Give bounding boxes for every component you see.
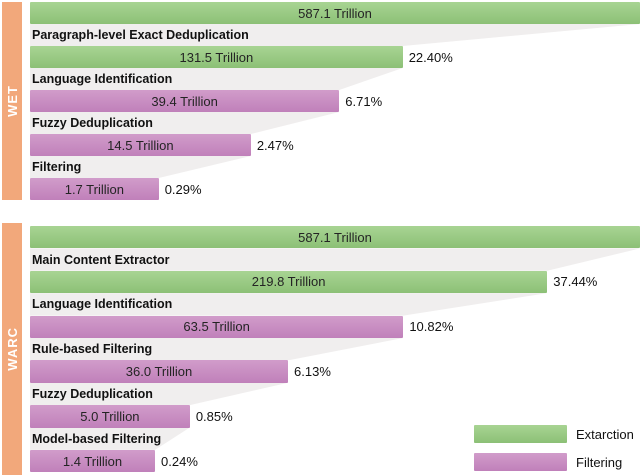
legend: Extarction Filtering xyxy=(474,425,634,471)
funnel-bar: 36.0 Trillion xyxy=(30,360,289,383)
step-label: Model-based Filtering xyxy=(32,431,162,446)
bar-value: 63.5 Trillion xyxy=(183,319,250,335)
funnel-bar: 39.4 Trillion xyxy=(30,90,340,112)
funnel-taper-shape xyxy=(30,68,403,90)
bar-value: 36.0 Trillion xyxy=(125,364,193,380)
bar-row: 587.1 Trillion xyxy=(30,226,640,249)
funnel-bar: 5.0 Trillion xyxy=(30,405,190,428)
step-label: Fuzzy Deduplication xyxy=(32,386,153,401)
funnel-gap-row: Filtering xyxy=(30,156,640,178)
bar-percent: 22.40% xyxy=(408,49,453,65)
funnel-gap-row: Language Identification xyxy=(30,68,640,90)
funnel-taper-shape xyxy=(30,293,548,316)
funnel-bar: 219.8 Trillion xyxy=(30,270,548,294)
legend-label: Extarction xyxy=(576,426,634,442)
bar-value: 14.5 Trillion xyxy=(107,137,174,153)
bar-row: 36.0 Trillion 6.13% xyxy=(30,360,640,383)
bar-percent: 37.44% xyxy=(553,274,598,290)
warc-sidebar: WARC xyxy=(2,223,22,475)
filtering-color-swatch xyxy=(474,453,567,471)
wet-rows: 587.1 Trillion Paragraph-level Exact Ded… xyxy=(30,2,640,200)
bar-row: 39.4 Trillion 6.71% xyxy=(30,90,640,112)
funnel-gap-row: Rule-based Filtering xyxy=(30,337,640,361)
funnel-gap-row: Paragraph-level Exact Deduplication xyxy=(30,24,640,46)
wet-sidebar: WET xyxy=(2,2,22,200)
funnel-taper-shape xyxy=(30,156,251,178)
bar-row: 587.1 Trillion xyxy=(30,2,640,24)
step-label: Rule-based Filtering xyxy=(32,342,153,357)
bar-value: 1.4 Trillion xyxy=(62,453,123,469)
legend-label: Filtering xyxy=(576,454,623,470)
funnel-bar: 1.4 Trillion xyxy=(30,449,156,473)
step-label: Filtering xyxy=(32,160,82,174)
legend-item-extraction: Extarction xyxy=(474,425,634,443)
funnel-gap-row: Fuzzy Deduplication xyxy=(30,112,640,134)
funnel-gap-row: Main Content Extractor xyxy=(30,248,640,271)
bar-row: 131.5 Trillion 22.40% xyxy=(30,46,640,68)
wet-funnel-section: WET 587.1 Trillion Paragraph-level Exact… xyxy=(2,2,640,200)
bar-value: 131.5 Trillion xyxy=(179,49,254,65)
bar-row: 1.7 Trillion 0.29% xyxy=(30,178,640,200)
funnel-bar: 63.5 Trillion xyxy=(30,315,404,338)
funnel-taper-shape xyxy=(30,112,340,134)
legend-item-filtering: Filtering xyxy=(474,453,634,471)
funnel-gap-row: Fuzzy Deduplication xyxy=(30,382,640,406)
step-label: Language Identification xyxy=(32,72,173,86)
funnel-taper-shape xyxy=(30,337,404,361)
warc-sidebar-label: WARC xyxy=(4,327,20,371)
bar-value: 587.1 Trillion xyxy=(298,229,372,245)
funnel-bar: 14.5 Trillion xyxy=(30,134,251,156)
step-label: Fuzzy Deduplication xyxy=(32,116,153,130)
warc-rows: 587.1 Trillion Main Content Extractor 21… xyxy=(30,223,640,475)
funnel-bar: 131.5 Trillion xyxy=(30,46,403,68)
bar-row: 1.4 Trillion 0.24% xyxy=(30,449,640,473)
bar-value: 5.0 Trillion xyxy=(80,408,140,424)
warc-funnel-section: WARC 587.1 Trillion Main Content Extract… xyxy=(2,223,640,475)
bar-value: 1.7 Trillion xyxy=(64,181,124,197)
bar-row: 5.0 Trillion 0.85% xyxy=(30,405,640,428)
bar-value: 219.8 Trillion xyxy=(251,274,326,290)
step-label: Main Content Extractor xyxy=(32,252,170,267)
bar-percent: 0.24% xyxy=(161,453,198,469)
bar-row: 14.5 Trillion 2.47% xyxy=(30,134,640,156)
funnel-bar: 587.1 Trillion xyxy=(30,2,640,24)
bar-value: 39.4 Trillion xyxy=(151,93,218,109)
bar-value: 587.1 Trillion xyxy=(298,5,372,21)
funnel-taper-shape xyxy=(30,248,640,271)
bar-percent: 10.82% xyxy=(409,319,454,335)
bar-row: 63.5 Trillion 10.82% xyxy=(30,315,640,338)
step-label: Paragraph-level Exact Deduplication xyxy=(32,28,249,42)
bar-percent: 6.71% xyxy=(345,93,383,109)
bar-percent: 6.13% xyxy=(294,364,331,380)
wet-sidebar-label: WET xyxy=(4,85,20,117)
extraction-color-swatch xyxy=(474,425,567,443)
funnel-bar: 587.1 Trillion xyxy=(30,226,640,249)
bar-percent: 0.85% xyxy=(195,408,233,424)
funnel-gap-row: Language Identification xyxy=(30,293,640,316)
funnel-taper-shape xyxy=(30,427,190,450)
bar-percent: 0.29% xyxy=(164,181,202,197)
step-label: Language Identification xyxy=(32,297,173,312)
bar-row: 219.8 Trillion 37.44% xyxy=(30,270,640,294)
funnel-bar: 1.7 Trillion xyxy=(30,178,159,200)
funnel-gap-row: Model-based Filtering xyxy=(30,427,640,450)
bar-percent: 2.47% xyxy=(256,137,294,153)
